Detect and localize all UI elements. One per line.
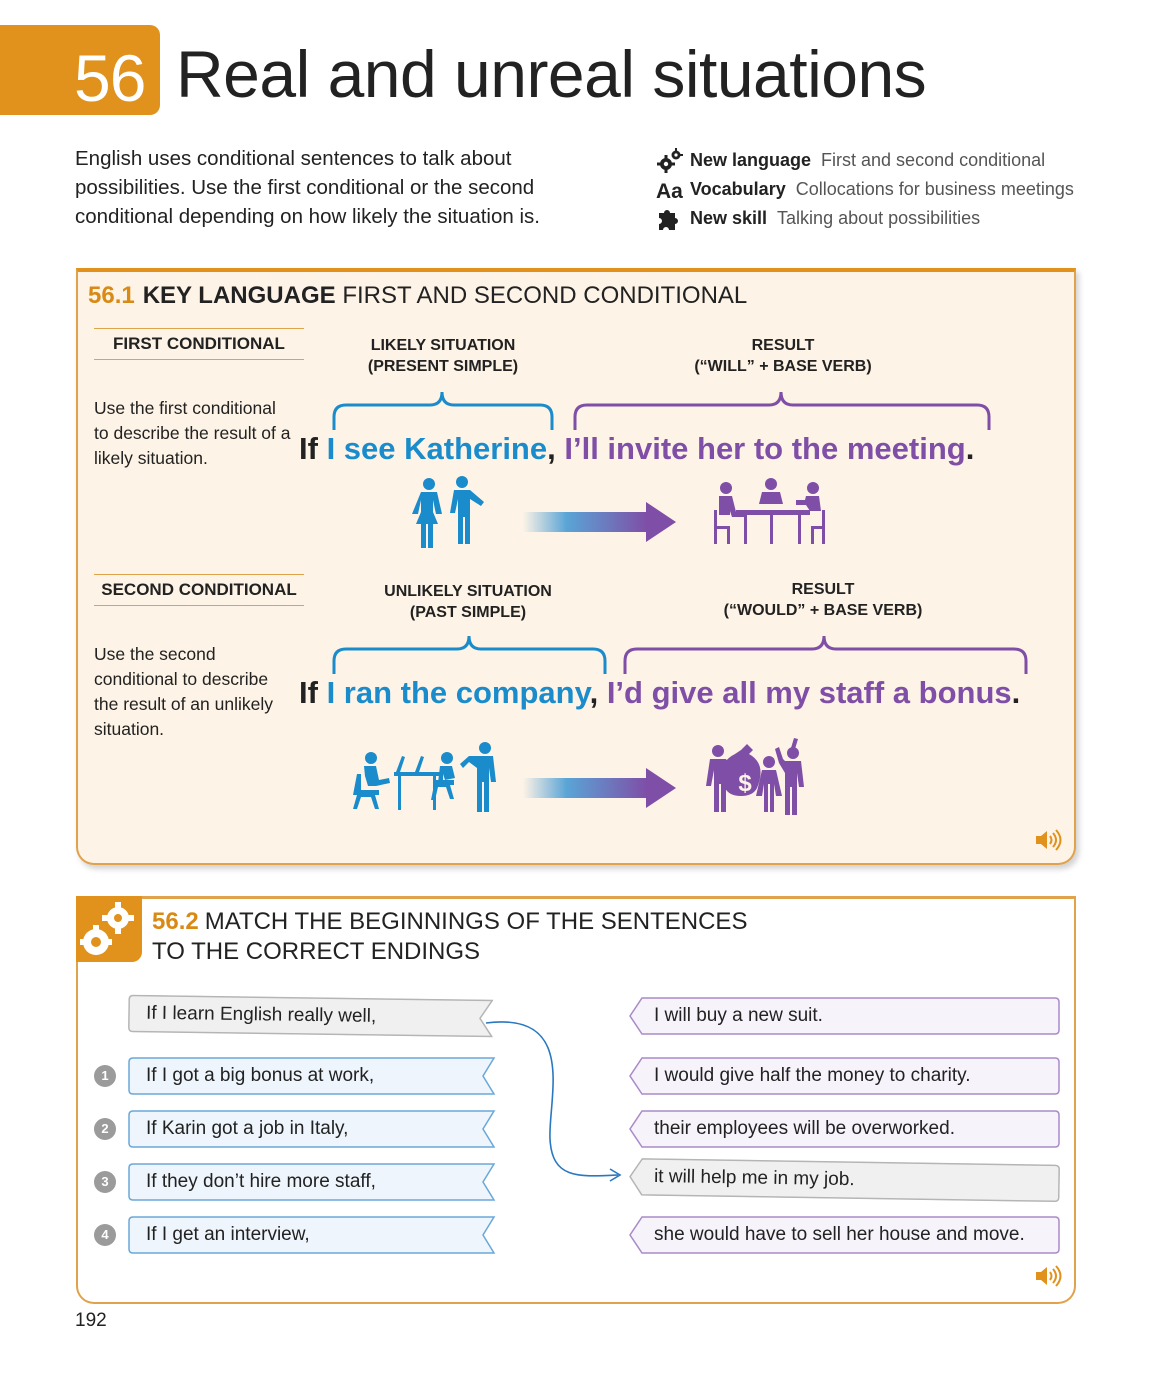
audio-button[interactable]	[1034, 829, 1062, 855]
question-number-1: 1	[94, 1065, 116, 1087]
exercise-audio-button[interactable]	[1034, 1265, 1062, 1291]
dollar-sign: $	[738, 770, 752, 797]
example-beginning: If I learn English really well,	[128, 994, 494, 1038]
question-number-3: 3	[94, 1171, 116, 1193]
exercise-heading: 56.2 MATCH THE BEGINNINGS OF THE SENTENCE…	[152, 908, 748, 965]
second-conditional-description: Use the second conditional to describe t…	[94, 644, 273, 739]
question-number-4: 4	[94, 1224, 116, 1246]
page-number: 192	[75, 1310, 107, 1331]
conditional-illustrations: $	[332, 391, 1028, 815]
brace-unlikely	[332, 635, 607, 674]
brace-likely	[332, 391, 554, 430]
speaker-icon	[1036, 829, 1062, 851]
ending-box-5[interactable]: she would have to sell her house and mov…	[628, 1216, 1060, 1254]
meta-new-language: New language First and second conditiona…	[656, 146, 1136, 175]
question-number-2: 2	[94, 1118, 116, 1140]
brace-result-would	[623, 635, 1028, 674]
speaker-icon	[1036, 1265, 1062, 1287]
ending-box-3[interactable]: their employees will be overworked.	[628, 1110, 1060, 1148]
unit-meta: New language First and second conditiona…	[656, 146, 1136, 233]
result-will-caption: RESULT (“WILL” + BASE VERB)	[694, 337, 872, 375]
beginning-box-1[interactable]: If I got a big bonus at work,	[128, 1057, 496, 1095]
arrow-shaft-second	[523, 778, 648, 798]
meeting-table-icon	[714, 478, 825, 544]
bonus-money-icon	[706, 738, 804, 815]
first-conditional-description: Use the first conditional to describe th…	[94, 398, 291, 468]
arrow-head-second	[646, 768, 676, 808]
result-would-caption: RESULT (“WOULD” + BASE VERB)	[723, 581, 923, 619]
ending-box-example: it will help me in my job.	[628, 1158, 1061, 1203]
unlikely-situation-caption: UNLIKELY SITUATION (PAST SIMPLE)	[384, 583, 552, 621]
key-language-heading: 56.1 KEY LANGUAGE FIRST AND SECOND CONDIT…	[88, 282, 748, 309]
likely-situation-caption: LIKELY SITUATION (PRESENT SIMPLE)	[367, 337, 519, 375]
beginning-box-3[interactable]: If they don’t hire more staff,	[128, 1163, 496, 1201]
two-people-icon	[412, 476, 484, 548]
first-conditional-label: FIRST CONDITIONAL	[94, 328, 304, 360]
gears-icon	[656, 147, 690, 174]
gears-badge-icon	[80, 902, 134, 955]
meta-new-skill: New skill Talking about possibilities	[656, 204, 1136, 233]
exercise-panel: 56.2 MATCH THE BEGINNINGS OF THE SENTENCE…	[76, 896, 1076, 1304]
aa-icon: Aa	[656, 179, 690, 201]
beginning-box-4[interactable]: If I get an interview,	[128, 1216, 496, 1254]
page-title: Real and unreal situations	[176, 37, 927, 111]
unit-number: 56	[74, 41, 146, 115]
svg-text:Aa: Aa	[656, 180, 683, 201]
meta-vocabulary: Aa Vocabulary Collocations for business …	[656, 179, 1074, 201]
arrow-head-first	[646, 502, 676, 542]
office-staff-icon	[353, 742, 496, 812]
intro-text: English uses conditional sentences to ta…	[75, 147, 540, 228]
exercise-badge	[76, 896, 142, 962]
second-conditional-label: SECOND CONDITIONAL	[94, 574, 304, 606]
arrow-shaft-first	[523, 512, 648, 532]
ending-box-1[interactable]: I will buy a new suit.	[628, 997, 1060, 1035]
first-conditional-sentence: If I see Katherine, I’ll invite her to t…	[299, 431, 975, 466]
ending-box-2[interactable]: I would give half the money to charity.	[628, 1057, 1060, 1095]
second-conditional-sentence: If I ran the company, I’d give all my st…	[299, 675, 1021, 710]
puzzle-icon	[656, 207, 690, 231]
brace-result-will	[573, 391, 991, 430]
beginning-box-2[interactable]: If Karin got a job in Italy,	[128, 1110, 496, 1148]
unit-tab	[0, 25, 160, 115]
key-language-panel: 56.1 KEY LANGUAGE FIRST AND SECOND CONDIT…	[76, 268, 1076, 865]
